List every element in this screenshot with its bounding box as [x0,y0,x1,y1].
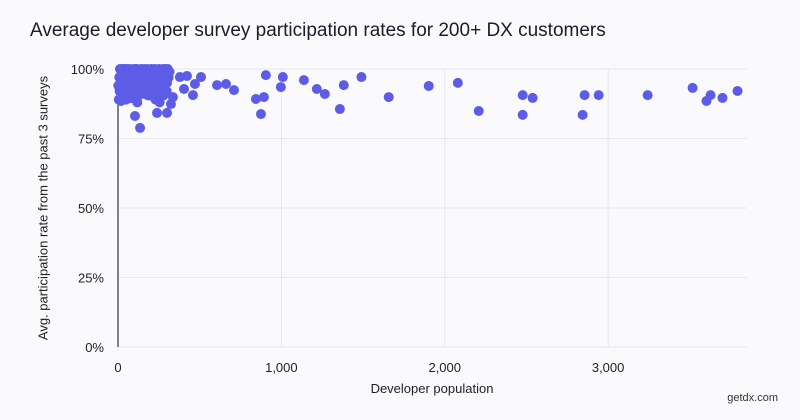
data-point [129,75,140,86]
data-point [334,104,345,115]
data-point [160,77,171,88]
data-point [298,75,309,86]
data-point [701,95,712,106]
x-tick-label: 0 [114,360,121,375]
x-axis-label: Developer population [370,381,494,396]
x-tick-label: 2,000 [428,360,461,375]
data-point [383,92,394,103]
data-point [579,90,590,101]
data-point [212,80,223,91]
data-point [255,109,266,120]
data-point [452,77,463,88]
data-point [275,82,286,93]
data-point [250,94,261,105]
x-tick-label: 3,000 [592,360,625,375]
data-point [179,84,190,95]
y-tick-label: 50% [78,201,104,216]
data-point [164,66,175,77]
data-point [423,80,434,91]
data-point [162,107,173,118]
data-point [220,79,231,90]
data-point [311,84,322,95]
data-point [260,70,271,81]
y-tick-label: 0% [85,340,104,355]
data-point [152,107,163,118]
chart-title: Average developer survey participation r… [30,20,606,41]
y-tick-label: 75% [78,132,104,147]
data-point [189,79,200,90]
data-point [277,72,288,83]
data-point [517,109,528,120]
data-point [577,109,588,120]
y-tick-label: 25% [78,271,104,286]
data-point [135,122,146,133]
x-tick-label: 1,000 [265,360,298,375]
data-point [129,110,140,121]
y-tick-label: 100% [71,62,105,77]
data-point [356,72,367,83]
data-point [167,92,178,103]
data-point [228,85,239,96]
data-point [338,80,349,91]
data-point [517,90,528,101]
data-point [319,89,330,100]
data-point [732,85,743,96]
data-point [593,90,604,101]
footer-brand: getdx.com [727,392,778,404]
data-point [642,90,653,101]
data-point [132,97,143,108]
data-point [181,70,192,81]
data-point [258,92,269,103]
data-point [187,90,198,101]
data-point [195,72,206,83]
data-point [473,105,484,116]
data-point [717,92,728,103]
data-point [151,66,162,77]
data-point [527,92,538,103]
data-point [687,82,698,93]
